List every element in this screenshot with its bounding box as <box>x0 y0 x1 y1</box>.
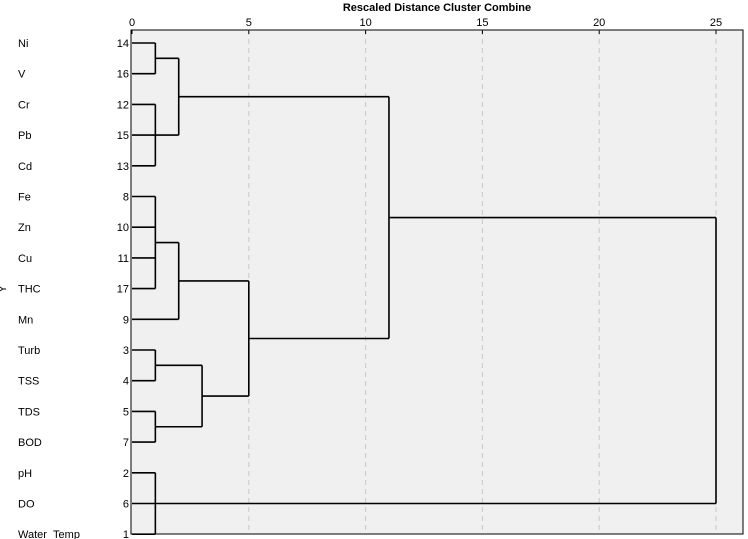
leaf-id-12: 12 <box>117 99 129 111</box>
leaf-label-mn: Mn <box>18 314 33 326</box>
leaf-label-tss: TSS <box>18 376 39 388</box>
leaf-id-2: 2 <box>123 468 129 480</box>
leaf-id-9: 9 <box>123 314 129 326</box>
leaf-label-cd: Cd <box>18 161 32 173</box>
leaf-label-thc: THC <box>18 284 41 296</box>
leaf-label-ph: pH <box>18 468 32 480</box>
x-tick-label-20: 20 <box>593 17 605 29</box>
leaf-id-13: 13 <box>117 161 129 173</box>
chart-title: Rescaled Distance Cluster Combine <box>343 2 531 14</box>
plot-area <box>130 29 744 535</box>
y-axis-label: Y <box>0 285 9 293</box>
leaf-id-5: 5 <box>123 406 129 418</box>
leaf-label-pb: Pb <box>18 130 31 142</box>
leaf-label-v: V <box>18 69 26 81</box>
leaf-label-bod: BOD <box>18 437 42 449</box>
leaf-label-water-temp: Water_Temp <box>18 529 80 539</box>
x-tick-label-0: 0 <box>129 17 135 29</box>
leaf-label-fe: Fe <box>18 192 31 204</box>
leaf-label-cu: Cu <box>18 253 32 265</box>
leaf-id-15: 15 <box>117 130 129 142</box>
leaf-id-3: 3 <box>123 345 129 357</box>
leaf-label-cr: Cr <box>18 99 30 111</box>
leaf-label-tds: TDS <box>18 406 40 418</box>
leaf-id-6: 6 <box>123 499 129 511</box>
leaf-id-4: 4 <box>123 376 129 388</box>
leaf-id-11: 11 <box>118 253 129 265</box>
leaf-label-do: DO <box>18 499 35 511</box>
leaf-id-14: 14 <box>117 38 129 50</box>
leaf-label-zn: Zn <box>18 222 31 234</box>
leaf-label-turb: Turb <box>18 345 40 357</box>
x-tick-label-10: 10 <box>359 17 371 29</box>
x-tick-label-5: 5 <box>246 17 252 29</box>
leaf-id-8: 8 <box>123 192 129 204</box>
x-tick-label-15: 15 <box>476 17 488 29</box>
leaf-label-ni: Ni <box>18 38 28 50</box>
leaf-id-17: 17 <box>117 284 129 296</box>
leaf-id-1: 1 <box>123 529 129 539</box>
leaf-id-7: 7 <box>123 437 129 449</box>
leaf-id-10: 10 <box>117 222 129 234</box>
leaf-id-16: 16 <box>117 69 129 81</box>
x-tick-label-25: 25 <box>710 17 722 29</box>
